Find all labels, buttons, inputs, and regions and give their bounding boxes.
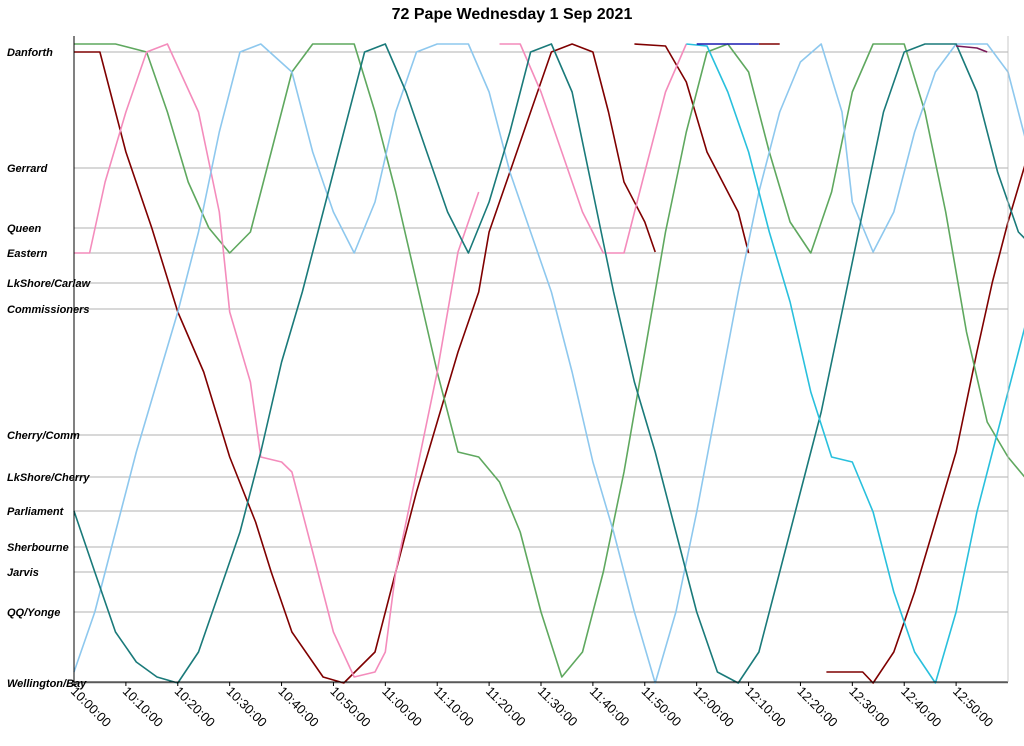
- stop-label: Eastern: [7, 248, 48, 260]
- series-line-7: [73, 43, 1024, 684]
- series-line-8: [73, 43, 1024, 684]
- series-lines: [73, 43, 1024, 684]
- stop-label: Jarvis: [7, 567, 39, 579]
- x-tick-label: 10:20:00: [172, 684, 218, 730]
- stop-label: Gerrard: [7, 163, 48, 175]
- x-tick-label: 10:50:00: [327, 684, 373, 730]
- stop-label: Danforth: [7, 47, 53, 59]
- series-line-0: [74, 43, 656, 684]
- axes: [73, 36, 1009, 686]
- x-tick-label: 12:30:00: [846, 684, 892, 730]
- series-line-6: [499, 43, 688, 254]
- series-line-1: [634, 43, 750, 254]
- stop-label: QQ/Yonge: [7, 607, 60, 619]
- stop-label: Parliament: [7, 506, 65, 518]
- series-line-9: [686, 43, 1024, 684]
- stop-label: LkShore/Carlaw: [7, 278, 92, 290]
- grid-lines: [74, 51, 1008, 684]
- stop-label: Wellington/Bay: [7, 678, 87, 690]
- series-line-3: [826, 165, 1024, 684]
- x-tick-label: 12:10:00: [742, 684, 788, 730]
- stop-label: Commissioners: [7, 304, 90, 316]
- stop-label: Sherbourne: [7, 542, 69, 554]
- x-tick-label: 12:40:00: [898, 684, 944, 730]
- x-tick-label: 11:10:00: [431, 684, 477, 730]
- x-tick-label: 11:50:00: [639, 684, 685, 730]
- x-tick-label: 11:30:00: [535, 684, 581, 730]
- x-tick-label: 10:40:00: [275, 684, 321, 730]
- chart-title: 72 Pape Wednesday 1 Sep 2021: [391, 6, 633, 23]
- stop-label: Queen: [7, 223, 42, 235]
- x-tick-label: 12:50:00: [950, 684, 996, 730]
- stop-label: Cherry/Comm: [7, 430, 80, 442]
- x-tick-label: 12:00:00: [691, 684, 737, 730]
- x-tick-label: 10:10:00: [120, 684, 166, 730]
- x-tick-label: 11:20:00: [483, 684, 529, 730]
- x-tick-label: 12:20:00: [794, 684, 840, 730]
- x-tick-label: 10:30:00: [224, 684, 270, 730]
- series-line-4: [74, 43, 1024, 678]
- x-tick-label: 11:40:00: [587, 684, 633, 730]
- stop-label: LkShore/Cherry: [7, 472, 90, 484]
- x-tick-label: 10:00:00: [68, 684, 114, 730]
- x-tick-label: 11:00:00: [379, 684, 425, 730]
- series-line-5: [74, 43, 480, 678]
- series-line-12: [956, 45, 988, 53]
